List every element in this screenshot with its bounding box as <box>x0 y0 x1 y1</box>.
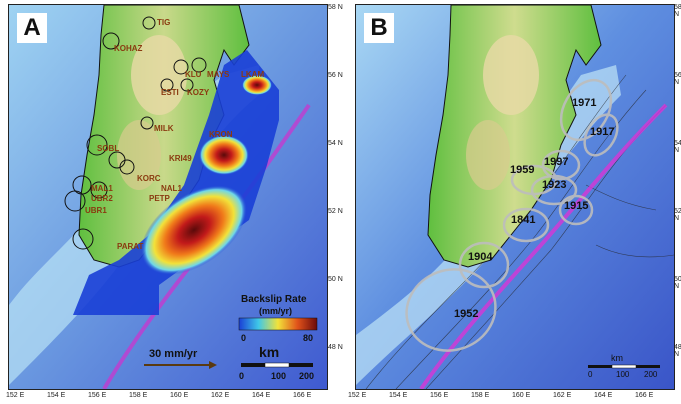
lon-tick-a-4: 160 E <box>170 392 189 399</box>
rupture-year-1841: 1841 <box>511 214 535 226</box>
eastern-range <box>466 120 510 190</box>
rupture-year-1997: 1997 <box>544 156 568 168</box>
scalebar-title: km <box>259 344 279 360</box>
lon-tick-a-1: 154 E <box>47 392 66 399</box>
lon-tick-b-1: 154 E <box>389 392 408 399</box>
velocity-arrowhead-icon <box>209 361 217 369</box>
scalebar-tick-2: 200 <box>644 370 658 379</box>
lon-tick-a-0: 152 E <box>6 392 25 399</box>
rupture-year-1904: 1904 <box>468 251 493 263</box>
panel-b-label: B <box>364 13 394 43</box>
station-label-kron: KRON <box>209 130 233 139</box>
lon-tick-a-3: 158 E <box>129 392 148 399</box>
station-label-lkam: LKAM <box>241 70 264 79</box>
lat-tick-b-3: 52 N <box>674 208 681 222</box>
backslip-high-southern <box>140 185 248 275</box>
lon-tick-b-6: 164 E <box>594 392 613 399</box>
rupture-year-1952: 1952 <box>454 308 478 320</box>
lat-tick-a-0: 58 N <box>328 4 343 11</box>
scalebar-tick-1: 100 <box>616 370 630 379</box>
station-label-parat: PARAT <box>117 242 143 251</box>
lat-tick-b-1: 56 N <box>674 72 681 86</box>
lon-tick-a-5: 162 E <box>211 392 230 399</box>
scalebar-tick-0: 0 <box>588 370 593 379</box>
scalebar-tick-1: 100 <box>271 371 286 381</box>
colorbar <box>238 317 318 331</box>
backslip-high-north <box>242 75 272 95</box>
lat-tick-b-0: 58 N <box>674 4 681 18</box>
lon-tick-b-0: 152 E <box>348 392 367 399</box>
station-label-klu: KLU <box>185 70 202 79</box>
panel-a: TIG KOHAZ KLU MAYS LKAM ESTI KOZY MILK KRON SOBL K… <box>8 4 328 390</box>
station-label-kohaz: KOHAZ <box>114 44 143 53</box>
lat-tick-a-2: 54 N <box>328 140 343 147</box>
kamchatka-landmass <box>427 5 602 268</box>
legend-unit: (mm/yr) <box>259 306 292 316</box>
station-label-milk: MILK <box>154 124 174 133</box>
station-label-korc: KORC <box>137 174 161 183</box>
station-label-kozy: KOZY <box>187 88 210 97</box>
lat-tick-b-4: 50 N <box>674 276 681 290</box>
station-label-kri49: KRI49 <box>169 154 192 163</box>
panel-a-label: A <box>17 13 47 43</box>
panel-b: 1971 1917 1959 1997 1923 1841 1915 1904 1952 km … <box>355 4 675 390</box>
rupture-year-labels: 1971 1917 1959 1997 1923 1841 1915 1904 1952 <box>454 97 614 320</box>
eastern-range <box>117 120 161 190</box>
rupture-year-1959: 1959 <box>510 164 534 176</box>
station-label-tig: TIG <box>157 18 170 27</box>
lon-tick-a-7: 166 E <box>293 392 312 399</box>
station-label-esti: ESTI <box>161 88 179 97</box>
gps-error-ellipses <box>64 16 207 250</box>
rupture-zones <box>405 78 619 352</box>
rupture-year-1917: 1917 <box>590 126 614 138</box>
lon-tick-b-3: 158 E <box>471 392 490 399</box>
central-range <box>131 35 187 115</box>
scalebar-tick-2: 200 <box>299 371 314 381</box>
legend-max: 80 <box>303 333 313 343</box>
lon-tick-a-6: 164 E <box>252 392 271 399</box>
lon-tick-b-4: 160 E <box>512 392 531 399</box>
trench-line <box>419 103 668 389</box>
scalebar-segment <box>264 362 290 368</box>
station-label-sobl: SOBL <box>97 144 119 153</box>
lat-tick-a-1: 56 N <box>328 72 343 79</box>
station-label-mays: MAYS <box>207 70 230 79</box>
backslip-high-kronotsky <box>199 135 249 175</box>
rupture-year-1923: 1923 <box>542 179 566 191</box>
legend-min: 0 <box>241 333 246 343</box>
lat-tick-a-4: 50 N <box>328 276 343 283</box>
scalebar-title: km <box>611 353 623 363</box>
legend-title: Backslip Rate <box>241 294 307 305</box>
station-label-nal1: NAL1 <box>161 184 182 193</box>
lat-tick-b-5: 48 N <box>674 344 681 358</box>
rupture-year-1915: 1915 <box>564 200 588 212</box>
station-labels: TIG KOHAZ KLU MAYS LKAM ESTI KOZY MILK KRON SOBL K… <box>85 18 264 251</box>
station-label-petp: PETP <box>149 194 171 203</box>
station-label-ubr1: UBR1 <box>85 206 107 215</box>
scalebar-segment <box>611 364 637 369</box>
backslip-region <box>73 50 279 315</box>
lon-tick-b-2: 156 E <box>430 392 449 399</box>
scalebar-tick-0: 0 <box>239 371 244 381</box>
lon-tick-b-7: 166 E <box>635 392 654 399</box>
panel-a-map: TIG KOHAZ KLU MAYS LKAM ESTI KOZY MILK KRON SOBL K… <box>9 5 327 389</box>
lat-tick-a-5: 48 N <box>328 344 343 351</box>
station-label-ubr2: UBR2 <box>91 194 113 203</box>
lon-tick-b-5: 162 E <box>553 392 572 399</box>
lat-tick-a-3: 52 N <box>328 208 343 215</box>
lon-tick-a-2: 156 E <box>88 392 107 399</box>
station-label-mal1: MAL1 <box>91 184 113 193</box>
lat-tick-b-2: 54 N <box>674 140 681 154</box>
rupture-year-1971: 1971 <box>572 97 596 109</box>
velocity-scale-label: 30 mm/yr <box>149 348 198 360</box>
central-range <box>483 35 539 115</box>
